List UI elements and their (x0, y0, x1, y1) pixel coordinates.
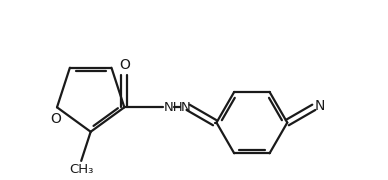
Text: NH: NH (164, 101, 183, 114)
Text: CH₃: CH₃ (69, 163, 94, 176)
Text: N: N (181, 101, 191, 114)
Text: N: N (315, 99, 325, 113)
Text: O: O (119, 58, 130, 72)
Text: O: O (50, 112, 61, 126)
